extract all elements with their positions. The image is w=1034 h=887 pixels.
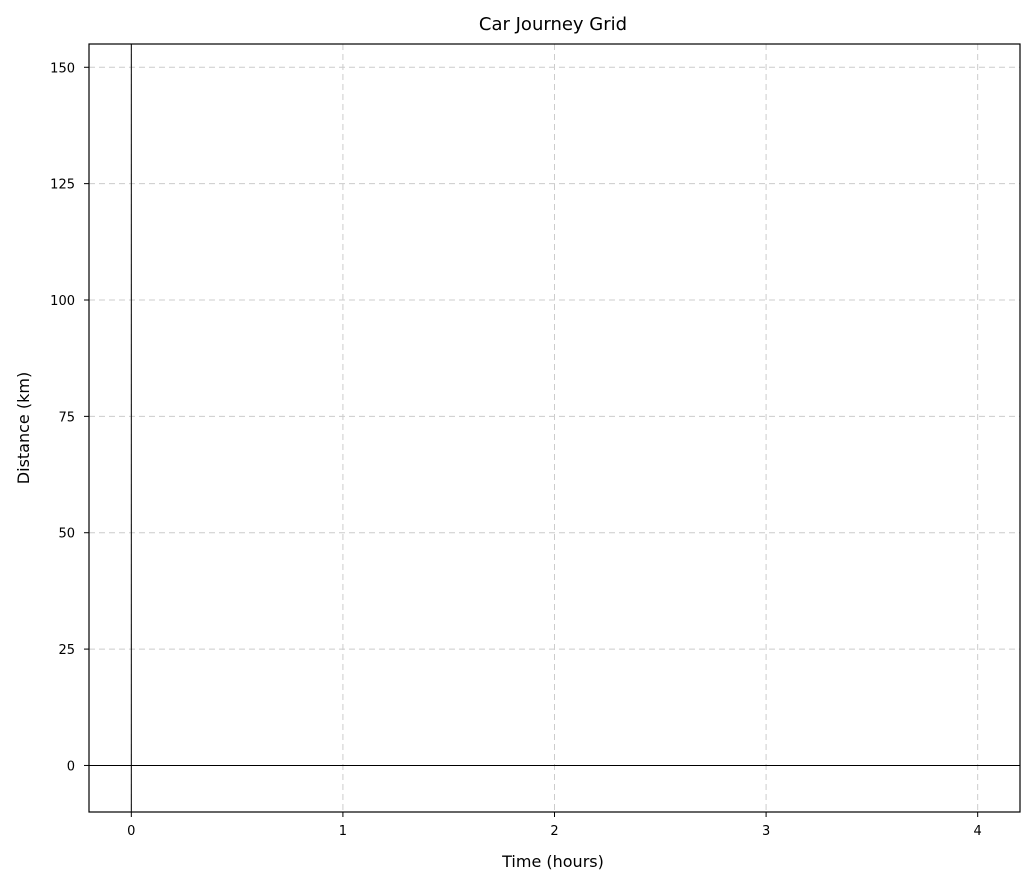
y-axis-label: Distance (km)	[14, 372, 33, 484]
x-tick-label: 2	[550, 824, 558, 839]
y-tick-label: 0	[67, 759, 75, 774]
grid-layer	[89, 44, 1020, 812]
y-tick-label: 125	[50, 178, 75, 193]
y-tick-label: 100	[50, 294, 75, 309]
x-tick-label: 4	[974, 824, 982, 839]
x-tick-label: 1	[339, 824, 347, 839]
y-tick-label: 25	[58, 643, 75, 658]
chart-title: Car Journey Grid	[479, 14, 627, 35]
x-axis-label: Time (hours)	[501, 852, 604, 871]
x-tick-label: 3	[762, 824, 770, 839]
zero-lines	[89, 44, 1020, 812]
y-tick-label: 50	[58, 527, 75, 542]
x-tick-label: 0	[127, 824, 135, 839]
ticks: 0 1 2 3 4 0 25 50 75 100 125 150	[50, 61, 982, 839]
y-tick-label: 75	[58, 410, 75, 425]
y-tick-label: 150	[50, 61, 75, 76]
